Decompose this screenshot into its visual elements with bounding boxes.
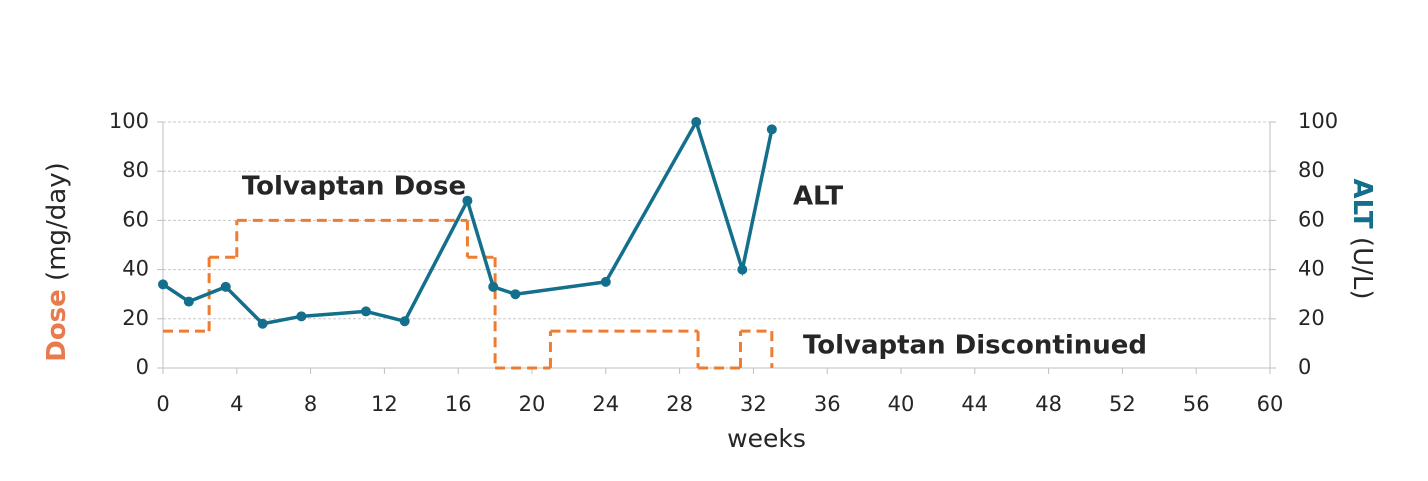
x-tick-label: 52 [1109, 392, 1136, 416]
y2-axis-title-part: ALT [1348, 179, 1378, 229]
x-tick-label: 60 [1257, 392, 1284, 416]
point [462, 195, 473, 206]
y-axis-title-part: (mg/day) [42, 162, 72, 281]
point [766, 124, 777, 135]
y2-tick-label: 20 [1298, 306, 1325, 330]
x-tick-label: 16 [445, 392, 472, 416]
y-tick-label: 0 [136, 355, 149, 379]
annotation: Tolvaptan Discontinued [803, 331, 1147, 361]
point [220, 281, 231, 292]
y2-tick-label: 80 [1298, 158, 1325, 182]
x-axis-title: weeks [727, 424, 806, 453]
x-tick-label: 44 [961, 392, 988, 416]
y-tick-label: 20 [122, 306, 149, 330]
point [360, 306, 371, 317]
line [162, 117, 774, 326]
point [257, 318, 268, 329]
point [510, 289, 521, 300]
y-tick-label: 80 [122, 158, 149, 182]
y-tick-label: 40 [122, 257, 149, 281]
x-tick-label: 0 [156, 392, 169, 416]
y-tick-label: 100 [109, 109, 149, 133]
point [691, 117, 702, 127]
series-label: ALT [793, 182, 843, 212]
x-tick-label: 12 [371, 392, 398, 416]
point [488, 281, 499, 292]
y2-tick-label: 40 [1298, 257, 1325, 281]
x-tick-label: 40 [888, 392, 915, 416]
series-label: Tolvaptan Dose [242, 172, 466, 202]
y-axis-title: Dose (mg/day) [42, 162, 72, 362]
x-tick-label: 36 [814, 392, 841, 416]
x-tick-label: 4 [230, 392, 243, 416]
x-tick-label: 8 [304, 392, 317, 416]
point [158, 279, 168, 290]
point [399, 316, 410, 327]
y2-tick-label: 0 [1298, 355, 1311, 379]
point [737, 264, 748, 275]
y2-axis-title-part: (U/L) [1348, 237, 1378, 300]
x-tick-label: 48 [1035, 392, 1062, 416]
y2-axis-title: ALT (U/L) [1348, 179, 1378, 300]
point [296, 311, 307, 322]
y-axis-title-part: Dose [42, 289, 72, 362]
x-tick-label: 56 [1183, 392, 1210, 416]
x-tick-label: 32 [740, 392, 767, 416]
y2-tick-label: 100 [1298, 109, 1338, 133]
point [183, 296, 194, 307]
y2-tick-label: 60 [1298, 207, 1325, 231]
x-tick-label: 24 [592, 392, 619, 416]
x-tick-label: 28 [666, 392, 693, 416]
point [600, 276, 611, 287]
x-tick-label: 20 [519, 392, 546, 416]
y-tick-label: 60 [122, 207, 149, 231]
